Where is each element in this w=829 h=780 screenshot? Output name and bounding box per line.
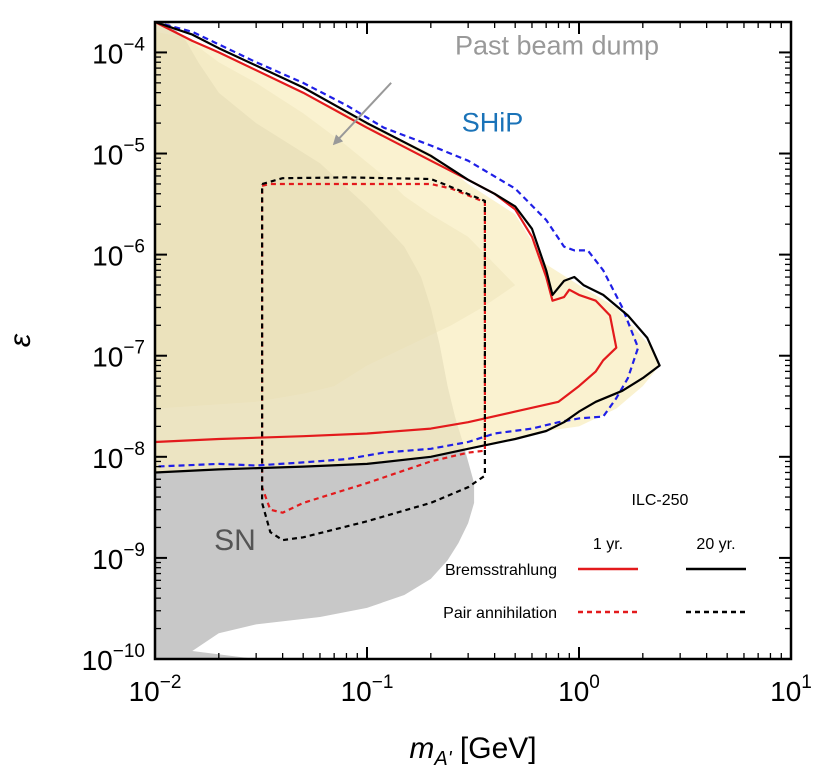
x-tick-label: 101 bbox=[770, 672, 812, 707]
plot-frame bbox=[153, 20, 793, 661]
label-sn: SN bbox=[214, 524, 256, 557]
legend-title: ILC-250 bbox=[632, 492, 689, 509]
region-ilc-250-reach bbox=[155, 22, 660, 473]
curve-pair-annihilation-1-yr bbox=[261, 182, 486, 514]
y-tick-label: 10−7 bbox=[92, 338, 145, 373]
legend-col-20yr: 20 yr. bbox=[696, 536, 735, 553]
y-tick-label: 10−6 bbox=[92, 237, 145, 272]
legend-col-1yr: 1 yr. bbox=[593, 536, 623, 553]
y-tick-label: 10−4 bbox=[92, 34, 145, 69]
x-tick-label: 100 bbox=[558, 672, 600, 707]
y-tick-label: 10−9 bbox=[92, 540, 145, 575]
x-tick-label: 10−1 bbox=[341, 672, 394, 707]
y-tick-label: 10−10 bbox=[82, 641, 145, 676]
legend-label-pair-annihilation: Pair annihilation bbox=[443, 605, 557, 622]
curve-bremsstrahlung-20-yr bbox=[155, 22, 661, 474]
x-tick-label: 10−2 bbox=[129, 672, 182, 707]
label-ship: SHiP bbox=[462, 108, 524, 138]
x-axis-title: mA' [GeV] bbox=[409, 732, 536, 770]
y-tick-label: 10−8 bbox=[92, 439, 145, 474]
y-tick-label: 10−5 bbox=[92, 136, 145, 171]
label-past-beam-dump: Past beam dump bbox=[455, 31, 659, 61]
curve-pair-annihilation-20-yr bbox=[261, 176, 486, 542]
past-beam-dump-arrow bbox=[332, 82, 392, 146]
legend-label-bremsstrahlung: Bremsstrahlung bbox=[445, 562, 557, 579]
y-axis-title: ε bbox=[4, 333, 37, 347]
curve-bremsstrahlung-1-yr bbox=[155, 22, 618, 444]
curve-ship bbox=[155, 22, 640, 468]
